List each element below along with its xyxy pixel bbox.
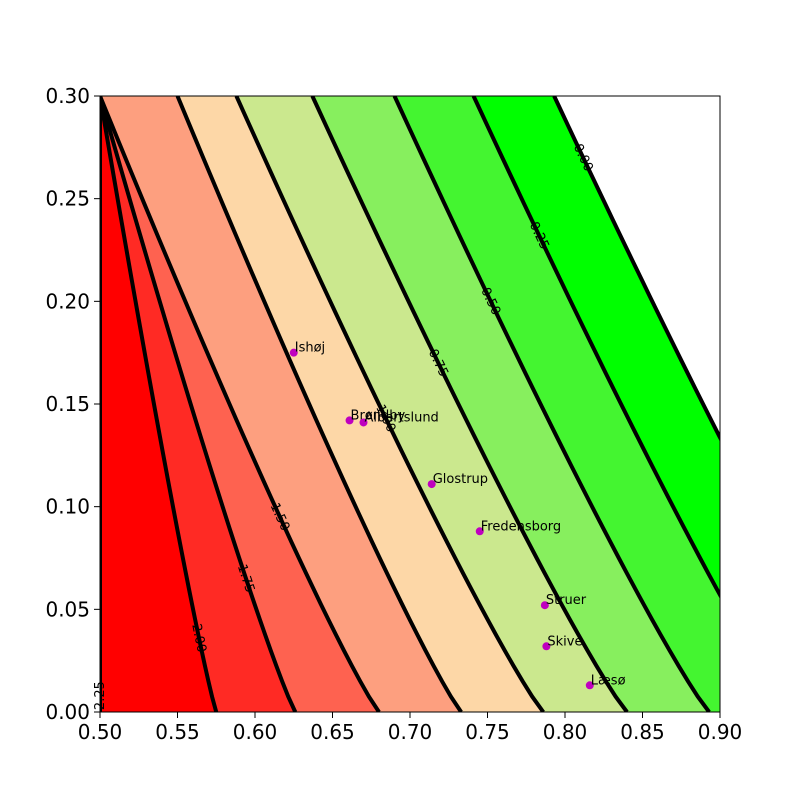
y-tick-label: 0.30: [45, 84, 90, 108]
x-axis: 0.50 0.55 0.60 0.65 0.70 0.75 0.80 0.85 0.90: [78, 712, 743, 744]
point-label: Fredensborg: [481, 519, 561, 534]
point-Albertslund: Albertslund: [360, 410, 439, 426]
point-label: Glostrup: [433, 472, 488, 487]
point-label: Struer: [546, 593, 587, 608]
point-Fredensborg: Fredensborg: [476, 519, 561, 535]
y-tick-label: 0.00: [45, 700, 90, 724]
point-label: Albertslund: [365, 410, 439, 425]
point-Læsø: Læsø: [586, 673, 626, 689]
y-axis: 0.00 0.05 0.10 0.15 0.20 0.25 0.30: [45, 84, 100, 724]
y-tick-label: 0.25: [45, 187, 90, 211]
point-Ishøj: Ishøj: [290, 341, 325, 357]
x-tick-label: 0.90: [698, 720, 743, 744]
y-tick-label: 0.20: [45, 289, 90, 313]
point-Skive: Skive: [542, 634, 582, 650]
x-tick-label: 0.70: [388, 720, 433, 744]
y-tick-label: 0.10: [45, 495, 90, 519]
y-tick-label: 0.05: [45, 597, 90, 621]
point-Struer: Struer: [541, 593, 587, 609]
x-tick-label: 0.80: [543, 720, 588, 744]
x-tick-label: 0.85: [620, 720, 665, 744]
x-tick-label: 0.60: [233, 720, 278, 744]
point-label: Skive: [547, 634, 582, 649]
point-label: Ishøj: [295, 341, 325, 356]
contour-bands: [0, 96, 800, 712]
y-tick-label: 0.15: [45, 392, 90, 416]
point-Glostrup: Glostrup: [428, 472, 488, 488]
x-tick-label: 0.75: [465, 720, 510, 744]
x-tick-label: 0.55: [155, 720, 200, 744]
point-label: Læsø: [591, 673, 626, 688]
x-tick-label: 0.65: [310, 720, 355, 744]
